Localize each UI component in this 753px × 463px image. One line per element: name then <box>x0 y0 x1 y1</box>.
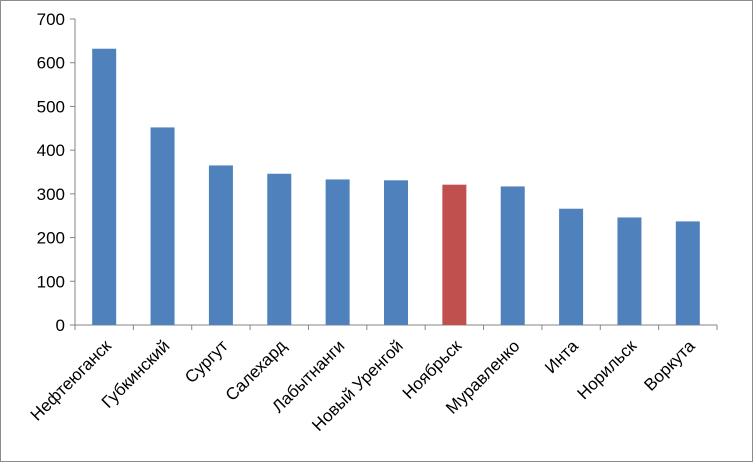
y-tick-label: 100 <box>37 272 65 291</box>
bar-8 <box>500 186 525 325</box>
y-tick-label: 300 <box>37 185 65 204</box>
bar-10 <box>617 217 642 325</box>
bar-3 <box>208 165 233 325</box>
bar-11 <box>675 221 700 325</box>
x-category-label: Инта <box>541 336 582 377</box>
x-category-label: Воркута <box>640 336 699 395</box>
bar-2 <box>150 127 175 325</box>
y-tick-label: 200 <box>37 229 65 248</box>
y-tick-label: 600 <box>37 54 65 73</box>
y-tick-label: 400 <box>37 141 65 160</box>
bar-6 <box>384 180 408 325</box>
bar-5 <box>325 179 350 325</box>
x-category-label: Нефтеюганск <box>27 336 116 425</box>
bar-9 <box>559 208 584 325</box>
bar-1 <box>92 48 117 326</box>
y-tick-label: 0 <box>56 316 65 335</box>
bar-4 <box>267 173 292 325</box>
x-category-label: Норильск <box>574 336 641 403</box>
y-tick-label: 700 <box>37 10 65 29</box>
y-tick-label: 500 <box>37 97 65 116</box>
bar-7 <box>442 184 467 325</box>
x-category-label: Сургут <box>181 336 232 387</box>
